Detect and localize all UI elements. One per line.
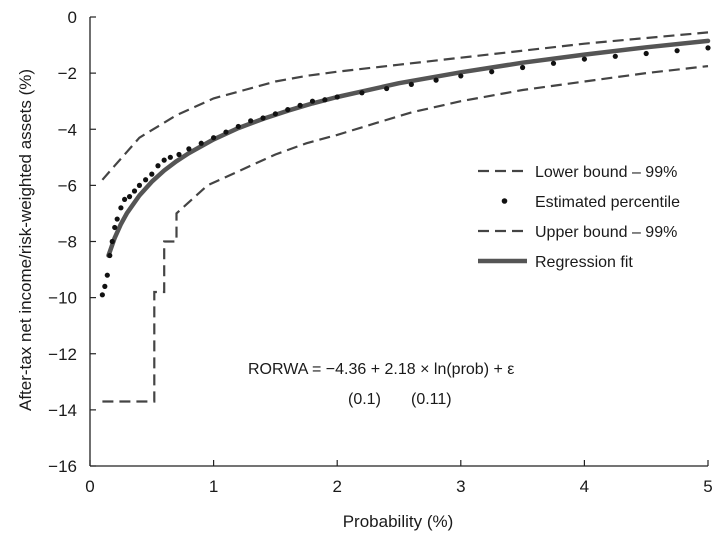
- data-point: [260, 115, 266, 121]
- data-point: [458, 73, 464, 79]
- y-tick-label: −16: [48, 457, 77, 476]
- data-point: [235, 123, 241, 130]
- y-tick-label: −14: [48, 401, 77, 420]
- data-point: [112, 224, 118, 231]
- data-point: [104, 272, 110, 278]
- data-point: [581, 56, 588, 62]
- data-point: [359, 90, 365, 96]
- x-tick-label: 1: [209, 477, 218, 496]
- data-point: [131, 188, 138, 194]
- y-axis-title: After-tax net income/risk-weighted asset…: [16, 69, 35, 411]
- data-point: [309, 98, 316, 104]
- x-tick-label: 0: [85, 477, 94, 496]
- data-point: [155, 163, 161, 169]
- data-point: [520, 64, 526, 71]
- data-point: [176, 151, 182, 158]
- y-tick-label: −4: [58, 120, 77, 139]
- data-point: [674, 48, 680, 54]
- regression-equation: RORWA = −4.36 + 2.18 × ln(prob) + ε: [248, 361, 514, 378]
- regression-annotation: RORWA = −4.36 + 2.18 × ln(prob) + ε (0.1…: [248, 361, 514, 408]
- data-point: [136, 182, 143, 188]
- data-point: [643, 50, 649, 57]
- legend-label: Upper bound – 99%: [535, 224, 677, 241]
- data-point: [107, 252, 113, 259]
- data-point: [118, 205, 124, 211]
- data-point: [705, 45, 711, 51]
- data-point: [114, 216, 120, 222]
- data-point: [334, 94, 340, 100]
- x-axis-title: Probability (%): [343, 512, 454, 531]
- legend-swatch-dot: [501, 198, 508, 204]
- legend-label: Lower bound – 99%: [535, 164, 677, 181]
- legend: Lower bound – 99% Estimated percentile Upp…: [478, 164, 680, 271]
- data-point: [223, 129, 229, 135]
- y-tick-label: −12: [48, 345, 77, 364]
- data-point: [211, 135, 217, 141]
- legend-item: Upper bound – 99%: [478, 224, 677, 241]
- data-point: [198, 140, 204, 146]
- x-tick-label: 2: [332, 477, 341, 496]
- legend-item: Regression fit: [478, 254, 633, 271]
- data-point: [285, 107, 291, 113]
- data-point: [408, 81, 414, 87]
- data-point: [109, 238, 115, 245]
- data-point: [248, 118, 254, 124]
- legend-label: Regression fit: [535, 254, 633, 271]
- data-point: [143, 177, 149, 183]
- data-point: [99, 292, 105, 298]
- data-point: [384, 85, 390, 92]
- data-point: [489, 69, 495, 75]
- data-point: [167, 154, 173, 160]
- data-point: [161, 157, 167, 163]
- x-tick-label: 4: [580, 477, 589, 496]
- ticks: 0 1 2 3 4 5 0 −2 −4 −6 −8 −10 −12 −14 −16: [48, 8, 713, 496]
- data-point: [322, 97, 328, 103]
- legend-item: Estimated percentile: [501, 194, 680, 211]
- plot-lines: [99, 31, 711, 403]
- legend-label: Estimated percentile: [535, 194, 680, 211]
- data-point: [149, 171, 155, 177]
- y-tick-label: 0: [68, 8, 77, 27]
- x-tick-label: 3: [456, 477, 465, 496]
- data-point: [612, 53, 618, 59]
- y-tick-label: −6: [58, 176, 77, 195]
- series-line-upper-bound-99: [101, 31, 709, 181]
- y-tick-label: −8: [58, 233, 77, 252]
- y-tick-label: −2: [58, 64, 77, 83]
- data-point: [297, 102, 303, 108]
- x-tick-label: 5: [703, 477, 712, 496]
- data-point: [102, 283, 108, 289]
- y-tick-label: −10: [48, 289, 77, 308]
- standard-error-slope: (0.11): [411, 391, 452, 408]
- legend-item: Lower bound – 99%: [478, 164, 677, 181]
- data-point: [550, 60, 557, 66]
- series-line-lower-bound-99: [102, 65, 709, 403]
- data-point: [122, 196, 128, 203]
- standard-error-intercept: (0.1): [348, 391, 381, 408]
- data-point: [126, 194, 133, 200]
- data-point: [272, 111, 278, 117]
- data-point: [433, 77, 439, 83]
- data-point: [186, 146, 192, 152]
